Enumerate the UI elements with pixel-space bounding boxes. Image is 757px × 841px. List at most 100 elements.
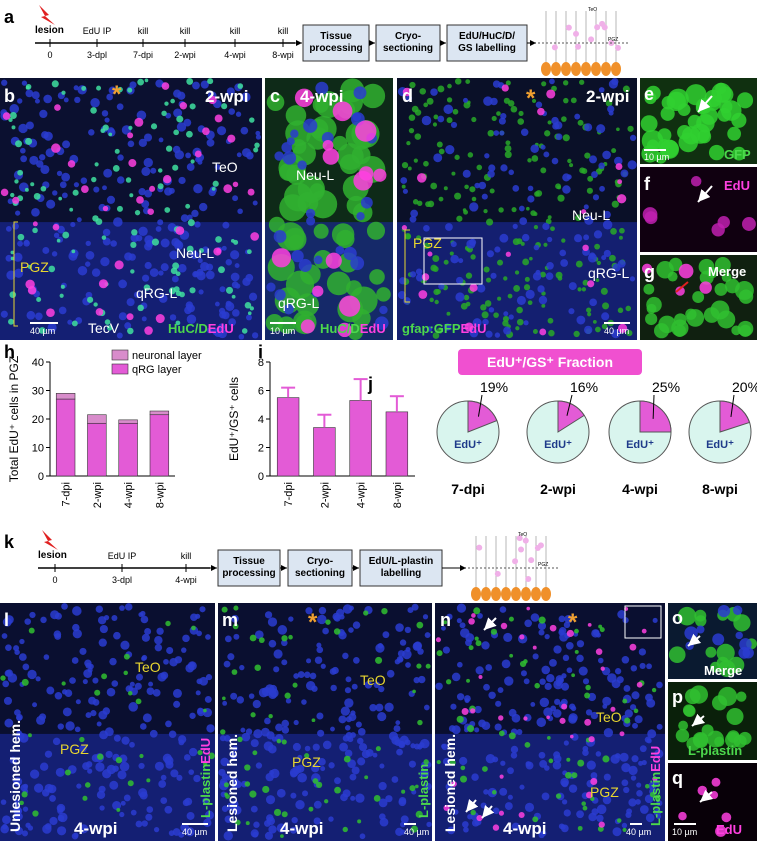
- cell: [614, 753, 621, 759]
- cell: [165, 760, 174, 769]
- cell: [41, 131, 49, 139]
- cell: [63, 97, 69, 103]
- cell: [433, 288, 440, 296]
- cell: [373, 681, 381, 689]
- cell: [520, 670, 527, 677]
- cell: [221, 245, 227, 251]
- cell: [532, 645, 537, 650]
- cell: [102, 124, 109, 131]
- cell: [202, 246, 209, 254]
- cell: [476, 164, 483, 171]
- cell: [517, 118, 525, 125]
- neuron: [601, 24, 608, 31]
- cell: [499, 606, 507, 613]
- cell: [598, 87, 605, 93]
- cell: [738, 731, 752, 745]
- y-tick-label: 0: [38, 471, 44, 483]
- cell: [311, 764, 320, 773]
- cell: [710, 661, 721, 673]
- cell: [273, 666, 280, 673]
- cell: [499, 787, 508, 796]
- cell: [64, 769, 71, 776]
- cell: [563, 97, 569, 104]
- cell: [557, 194, 565, 202]
- cell: [212, 180, 219, 187]
- step-label: labelling: [381, 568, 422, 579]
- cell: [498, 117, 506, 125]
- cell: [595, 278, 600, 283]
- cell: [560, 259, 569, 267]
- cell: [423, 704, 430, 711]
- cell: [156, 627, 164, 635]
- cell: [226, 802, 236, 812]
- cell: [423, 759, 429, 765]
- cell: [176, 115, 184, 123]
- cell: [539, 328, 547, 336]
- cell: [20, 155, 28, 163]
- legend-swatch: [111, 363, 129, 375]
- cell: [281, 811, 288, 818]
- cell: [561, 703, 568, 710]
- cell: [488, 307, 495, 313]
- glia-soma: [591, 62, 601, 76]
- cell: [61, 172, 71, 182]
- cell: [292, 682, 298, 688]
- cell: [622, 85, 630, 93]
- cell: [402, 649, 412, 660]
- region-label: Neu-L: [572, 207, 610, 223]
- cell: [108, 86, 117, 95]
- cell: [643, 283, 655, 295]
- cell: [160, 774, 167, 781]
- cell: [232, 623, 239, 630]
- cell: [134, 117, 144, 127]
- y-tick-label: 40: [32, 357, 44, 369]
- cell: [627, 125, 634, 132]
- cell: [571, 772, 578, 779]
- cell: [303, 118, 318, 133]
- cell: [443, 620, 448, 625]
- cell: [402, 87, 412, 97]
- cell: [306, 658, 312, 664]
- cell: [566, 174, 572, 180]
- cell: [398, 740, 406, 749]
- cell: [423, 224, 430, 232]
- cell: [540, 144, 546, 150]
- cell: [105, 750, 113, 759]
- cell: [636, 681, 643, 688]
- cell: [197, 258, 203, 264]
- cell: [102, 185, 107, 191]
- cell: [43, 654, 50, 660]
- cell: [436, 327, 443, 334]
- stain: EdU: [461, 321, 487, 336]
- cell: [443, 186, 448, 191]
- cell: [46, 308, 55, 318]
- cell: [164, 805, 173, 814]
- cell: [384, 702, 394, 712]
- cell: [19, 638, 25, 645]
- cell: [584, 692, 591, 699]
- cell: [168, 730, 177, 739]
- region-label: TecV: [88, 320, 120, 336]
- cell: [458, 258, 464, 264]
- cell: [175, 271, 181, 277]
- cell: [413, 641, 423, 651]
- cell: [206, 327, 213, 334]
- cell: [39, 109, 48, 119]
- cell: [690, 176, 702, 187]
- cell: [253, 821, 260, 828]
- cell: [127, 132, 134, 139]
- cell: [628, 765, 638, 776]
- cell: [232, 745, 238, 752]
- cell: [378, 781, 387, 791]
- step-box: [359, 549, 443, 587]
- cell: [359, 833, 366, 840]
- cell: [491, 790, 497, 795]
- cell: [421, 115, 432, 126]
- cell: [357, 728, 366, 736]
- cell: [544, 682, 552, 691]
- cell: [144, 326, 153, 335]
- cell: [265, 772, 274, 782]
- cell: [486, 218, 494, 226]
- stain: gfap:GFP: [402, 321, 461, 336]
